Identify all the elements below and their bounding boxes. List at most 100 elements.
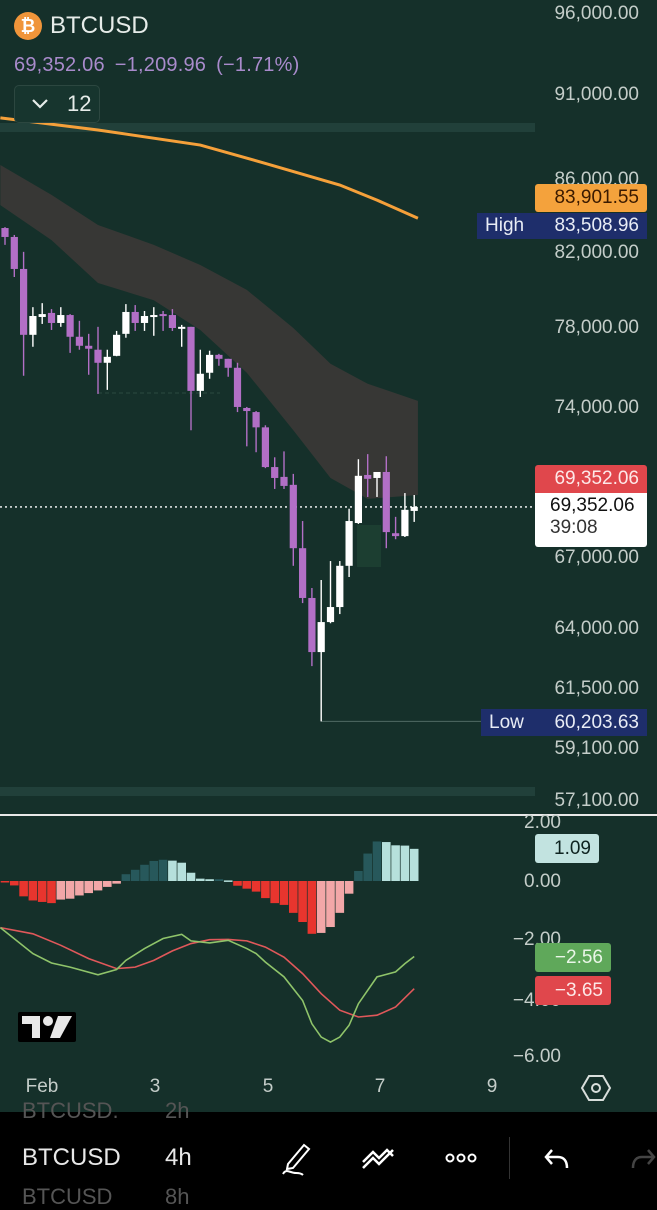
- time-tick: 9: [486, 1076, 498, 1097]
- time-tick: 5: [262, 1076, 274, 1097]
- candle-down: [47, 312, 56, 323]
- picker-next-timeframe[interactable]: 8h: [165, 1184, 190, 1209]
- macd-histogram-bar: [400, 845, 410, 881]
- low-label: Low: [481, 709, 535, 736]
- macd-histogram-bar: [93, 881, 103, 891]
- zone-box: [357, 525, 381, 567]
- macd-histogram-bar: [382, 842, 391, 881]
- macd-histogram-bar: [28, 881, 38, 901]
- indicators-count: 12: [67, 91, 92, 116]
- price-change-pct: (−1.71%): [216, 54, 300, 76]
- high-value-tag: 83,508.96: [535, 213, 647, 239]
- price-tick: 82,000.00: [554, 242, 639, 263]
- macd-tick: 2.00: [524, 812, 561, 833]
- price-tick: 74,000.00: [554, 397, 639, 418]
- time-tick: Feb: [25, 1076, 59, 1097]
- line-tools-icon[interactable]: [360, 1140, 396, 1176]
- macd-value-tag: −2.56: [535, 943, 611, 972]
- macd-histogram-bar: [326, 881, 335, 928]
- macd-histogram-bar: [242, 881, 252, 889]
- chart-area[interactable]: ₿ BTCUSD 69,352.06 −1,209.96 (−1.71%) 12 9…: [0, 0, 657, 1112]
- macd-histogram-bar: [316, 881, 326, 933]
- redo-icon[interactable]: [628, 1140, 657, 1176]
- candle-up: [178, 326, 186, 329]
- hexagon-settings-icon[interactable]: [580, 1072, 612, 1104]
- candle-up: [103, 356, 111, 363]
- macd-histogram-bar: [65, 881, 75, 899]
- price-tick: 57,100.00: [554, 790, 639, 811]
- macd-histogram-bar: [84, 881, 93, 894]
- bitcoin-icon: ₿: [14, 12, 42, 40]
- macd-histogram-bar: [37, 881, 47, 902]
- macd-histogram-bar: [121, 874, 131, 881]
- macd-histogram-bar: [130, 869, 140, 881]
- quote-line: 69,352.06 −1,209.96 (−1.71%): [14, 54, 309, 77]
- price-chart[interactable]: [0, 0, 657, 1112]
- candle-up: [113, 334, 121, 356]
- macd-histogram-bar: [270, 881, 279, 904]
- symbol-header[interactable]: ₿ BTCUSD: [14, 12, 149, 40]
- macd-histogram-bar: [103, 881, 112, 887]
- macd-histogram-bar: [409, 848, 419, 881]
- macd-histogram-bar: [261, 881, 270, 899]
- candle-down: [243, 407, 251, 412]
- macd-histogram-bar: [214, 879, 224, 881]
- macd-histogram-bar: [205, 879, 214, 881]
- macd-histogram-bar: [56, 881, 66, 900]
- candle-down: [131, 311, 139, 323]
- macd-histogram-bar: [47, 881, 56, 904]
- timeframe-picker[interactable]: 4h: [165, 1144, 192, 1171]
- draw-pencil-icon[interactable]: [280, 1140, 316, 1176]
- candle-down: [215, 354, 223, 359]
- candle-down: [289, 484, 297, 549]
- candle-up: [410, 506, 418, 511]
- picker-prev-timeframe[interactable]: 2h: [165, 1098, 190, 1123]
- price-tick: 78,000.00: [554, 317, 639, 338]
- toolbar-divider: [509, 1137, 510, 1179]
- candle-up: [317, 622, 325, 653]
- candle-down: [364, 474, 372, 479]
- macd-histogram-bar: [289, 881, 298, 913]
- macd-histogram-bar: [223, 880, 233, 882]
- candle-down: [224, 358, 232, 368]
- macd-line: [0, 926, 415, 1043]
- candle-down: [271, 467, 279, 478]
- candle-up: [345, 521, 353, 566]
- macd-histogram-bar: [168, 860, 177, 881]
- candle-up: [354, 475, 362, 524]
- candle-down: [233, 367, 242, 407]
- indicators-toggle-button[interactable]: 12: [14, 85, 100, 123]
- last-price-tag: 69,352.06: [535, 465, 647, 493]
- tradingview-logo-icon: [18, 1012, 76, 1042]
- candle-down: [10, 236, 18, 269]
- candle-up: [196, 373, 204, 391]
- undo-icon[interactable]: [540, 1140, 576, 1176]
- macd-histogram-bar: [233, 881, 242, 886]
- candle-down: [261, 427, 269, 468]
- signal-value-tag: −3.65: [535, 976, 611, 1005]
- bottom-toolbar: BTCUSD. 2h BTCUSD 4h BTCUSD 8h: [0, 1098, 657, 1209]
- ma-band: [0, 164, 418, 499]
- macd-histogram-bar: [279, 881, 289, 905]
- price-tick: 61,500.00: [554, 678, 639, 699]
- more-icon[interactable]: [443, 1140, 479, 1176]
- price-tick: 67,000.00: [554, 547, 639, 568]
- signal-line: [0, 926, 415, 1018]
- candle-up: [38, 314, 46, 317]
- macd-histogram-bar: [158, 859, 168, 881]
- candle-up: [401, 509, 409, 537]
- picker-prev-symbol[interactable]: BTCUSD.: [22, 1098, 119, 1123]
- candle-down: [280, 476, 288, 486]
- macd-histogram-bar: [344, 881, 354, 894]
- candle-up: [140, 316, 149, 323]
- candle-down: [252, 412, 260, 428]
- macd-histogram-bar: [19, 881, 28, 897]
- macd-histogram-bar: [391, 845, 400, 881]
- countdown-tag: 69,352.06 39:08: [535, 493, 647, 547]
- symbol-picker[interactable]: BTCUSD: [22, 1144, 121, 1171]
- candle-down: [308, 597, 316, 653]
- price-tick: 96,000.00: [554, 3, 639, 24]
- macd-histogram-bar: [140, 864, 149, 881]
- macd-histogram-bar: [186, 872, 196, 881]
- picker-next-symbol[interactable]: BTCUSD: [22, 1184, 113, 1209]
